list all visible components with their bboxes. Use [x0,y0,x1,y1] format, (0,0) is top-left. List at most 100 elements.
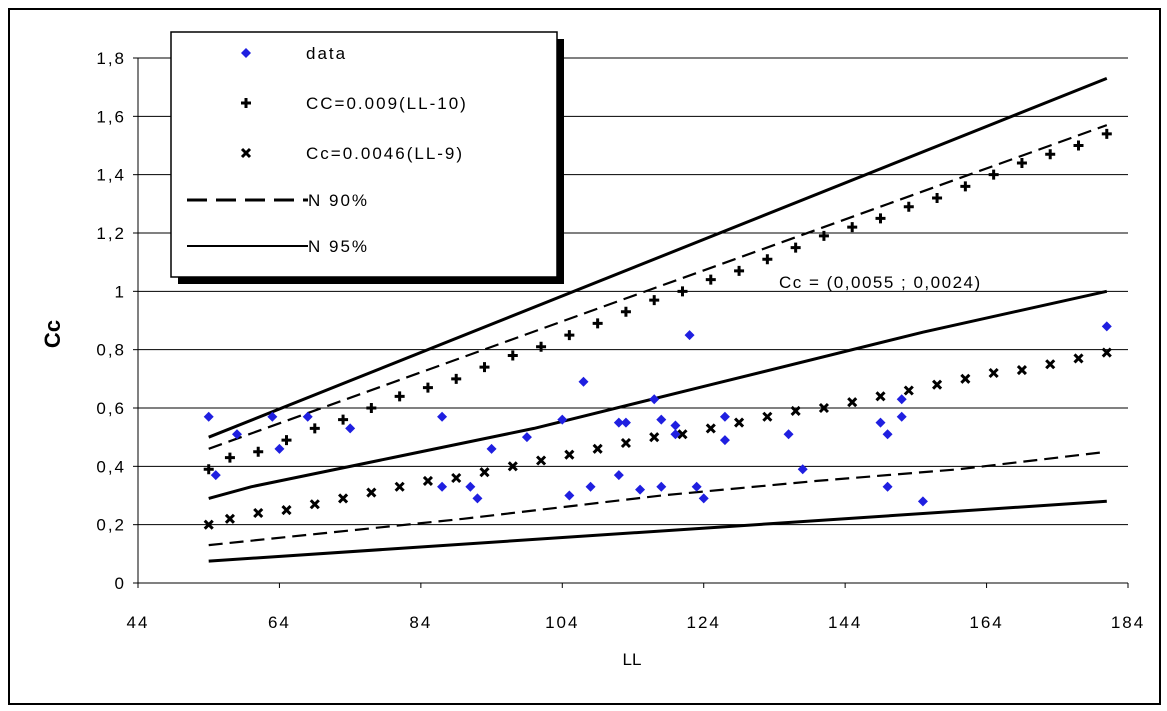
cross-marker [847,397,858,408]
x-tick-label: 144 [828,613,862,632]
plus-marker [338,414,349,425]
plus-marker [592,318,603,329]
data-point [1101,321,1112,332]
legend-marker [241,48,251,58]
plus-marker [394,391,405,402]
data-point [620,417,631,428]
x-tick-label: 64 [268,613,291,632]
legend: data CC=0.009(LL-10) Cc=0.0046(LL-9) N 90% N… [170,31,564,284]
plus-marker [705,274,716,285]
data-point [302,411,313,422]
data-point [875,417,886,428]
data-point [465,481,476,492]
cross-marker [818,402,829,414]
data-point [345,423,356,434]
legend-item: N 95% [187,237,369,256]
y-tick-label: 1,6 [96,107,126,126]
plus-marker [253,446,264,457]
legend-label: N 90% [308,191,369,210]
cross-marker [338,493,349,504]
cross-marker [366,487,377,498]
data-point [635,484,646,495]
cross-marker [479,467,490,478]
cross-marker [451,472,462,484]
plus-marker [1101,128,1112,139]
data-point [486,443,497,454]
data-marks [203,128,1112,530]
solid-line-n95 [208,499,1107,563]
legend-label: N 95% [308,237,369,256]
x-tick-label: 84 [409,613,432,632]
plus-marker [762,254,773,265]
data-point [203,411,214,422]
data-point [437,411,448,422]
data-point [578,376,589,387]
y-axis-title: Cc [40,320,65,348]
cross-marker [281,505,292,516]
plus-marker [932,193,943,203]
data-point [783,429,794,440]
x-tick-label: 124 [687,613,721,632]
data-point [691,481,702,492]
cross-marker [1016,365,1027,376]
y-tick-label: 1,8 [96,49,126,68]
cross-marker [705,423,716,434]
y-tick-label: 0,6 [96,399,126,418]
data-point [613,417,624,428]
y-tick-label: 0,2 [96,516,126,535]
legend-marker [241,98,251,108]
data-point [437,481,448,492]
data-point [613,470,624,481]
solid-line-n95 [208,289,1108,500]
plus-marker [960,181,971,192]
plus-marker [451,373,462,384]
plus-marker [479,362,490,373]
data-point [521,432,532,443]
cross-marker [762,411,773,422]
data-point [472,493,483,504]
data-point [656,481,667,492]
data-point [649,394,660,405]
plus-marker [620,306,631,317]
data-point [797,464,808,475]
data-point [719,411,730,422]
legend-item: Cc=0.0046(LL-9) [240,144,464,163]
plus-marker [818,230,829,241]
cross-marker [507,461,518,472]
plus-marker [203,464,214,475]
axes [133,57,1129,588]
legend-label: CC=0.009(LL-10) [306,94,468,113]
plus-marker [1016,158,1027,168]
data-point [564,490,575,501]
plus-marker [875,213,886,224]
x-tick-label: 184 [1111,613,1145,632]
data-point [896,411,907,422]
cross-marker [677,429,688,440]
plus-marker [507,350,518,361]
data-point [719,435,730,446]
x-tick-label: 164 [969,613,1003,632]
y-tick-label: 1,4 [96,166,126,185]
plus-marker [536,341,547,352]
plus-marker [649,295,660,306]
cross-marker [224,513,235,524]
data-point [698,493,709,504]
plus-marker [988,169,999,180]
data-point [656,414,667,425]
plus-marker [281,435,292,446]
plus-marker [422,382,433,393]
tick-labels: 0 0,2 0,4 0,6 0,8 1 1,2 1,4 1,6 1,8 44 64 84 104 124 14… [96,49,1145,632]
legend-label: Cc=0.0046(LL-9) [306,144,464,163]
y-tick-label: 1,2 [96,224,126,243]
plus-marker [903,201,914,212]
plus-marker [224,452,235,463]
plus-marker [1073,140,1084,151]
y-tick-label: 0,8 [96,341,126,360]
data-point [882,429,893,440]
data-point [585,481,596,492]
cross-marker [394,481,405,492]
dashed-line-n90 [208,124,1108,450]
cross-marker [620,437,631,449]
x-axis-title: LL [623,650,642,669]
cross-marker [988,367,999,379]
